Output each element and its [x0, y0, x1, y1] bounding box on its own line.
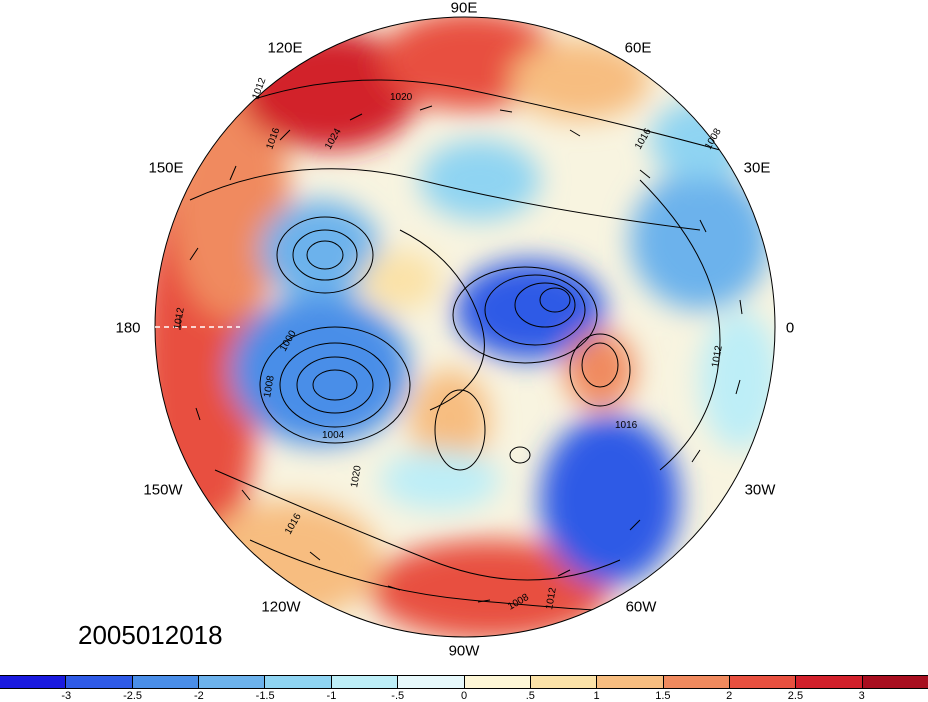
colorbar-label: -1.5	[255, 690, 275, 702]
colorbar-label: 2	[726, 690, 733, 702]
contour-label: 1012	[710, 344, 725, 368]
colorbar-label: 1.5	[655, 690, 671, 702]
longitude-label-30e: 30E	[743, 159, 771, 177]
colorbar-swatch	[265, 676, 332, 688]
colorbar-swatch	[796, 676, 863, 688]
colorbar-label: 0	[460, 690, 468, 702]
colorbar-swatch	[66, 676, 133, 688]
colorbar-swatch	[464, 676, 531, 688]
contour-label: 1012	[172, 306, 187, 330]
longitude-label-90e: 90E	[450, 0, 478, 17]
colorbar-label: -.5	[391, 690, 405, 702]
colorbar-labels: -3 -2.5 -2 -1.5 -1 -.5 0 .5 1 1.5 2 2.5 3	[0, 690, 928, 702]
colorbar-swatch	[331, 676, 399, 688]
colorbar-swatch	[132, 676, 200, 688]
colorbar-swatch	[199, 676, 266, 688]
longitude-label-0: 0	[785, 319, 795, 337]
colorbar-label: -2	[193, 690, 204, 702]
colorbar-swatch	[862, 676, 928, 688]
colorbar-label: 1	[593, 690, 600, 702]
colorbar-label: -1	[326, 690, 337, 702]
contour-label: 1020	[390, 92, 413, 103]
timestamp: 2005012018	[78, 620, 223, 650]
longitude-label-150w: 150W	[143, 481, 183, 499]
longitude-label-120e: 120E	[267, 39, 303, 57]
colorbar-label: 3	[858, 690, 865, 702]
colorbar-swatch	[398, 676, 465, 688]
colorbar-swatch	[663, 676, 730, 688]
colorbar-swatch	[0, 676, 67, 688]
contour-label: 1020	[349, 464, 364, 488]
colorbar-label: -2.5	[123, 690, 143, 702]
colorbar-label: -3	[61, 690, 72, 702]
longitude-label-150e: 150E	[148, 159, 184, 177]
longitude-label-90w: 90W	[448, 642, 480, 660]
contour-label: 1008	[703, 126, 724, 151]
contour-label: 1004	[322, 430, 345, 441]
colorbar-label: 2.5	[787, 690, 804, 702]
longitude-label-120w: 120W	[261, 598, 301, 616]
contour-label: 1008	[262, 374, 277, 398]
colorbar-label: .5	[525, 690, 535, 702]
longitude-label-30w: 30W	[744, 481, 776, 499]
colorbar-swatch	[530, 676, 598, 688]
colorbar	[0, 675, 928, 689]
longitude-label-180: 180	[115, 319, 141, 337]
longitude-label-60e: 60E	[624, 39, 652, 57]
contour-label: 1012	[544, 586, 559, 610]
colorbar-swatch	[597, 676, 664, 688]
longitude-label-60w: 60W	[625, 598, 657, 616]
contour-label: 1016	[615, 420, 638, 431]
colorbar-swatch	[729, 676, 797, 688]
